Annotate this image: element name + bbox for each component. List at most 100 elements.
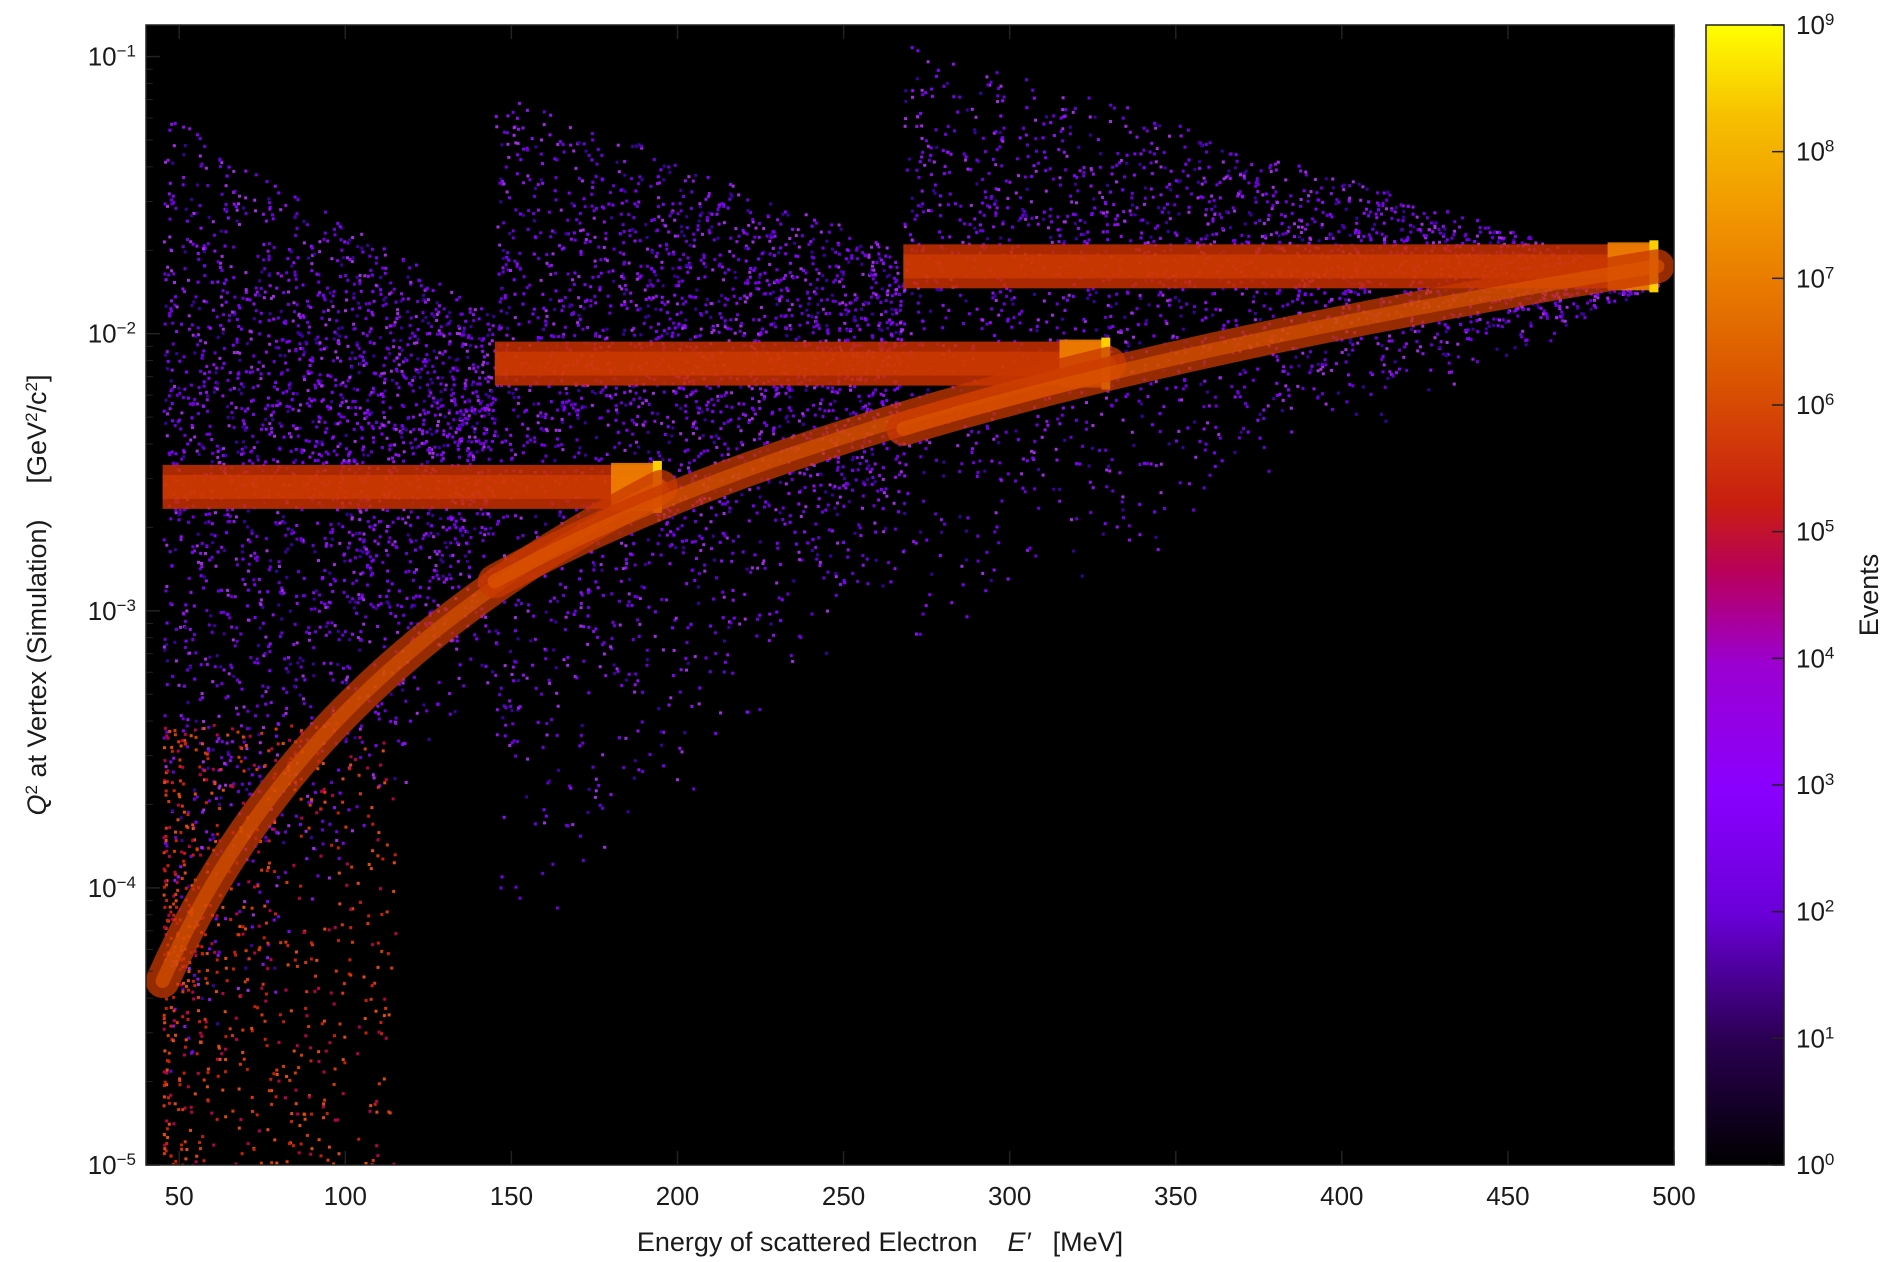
- scatter-point: [564, 585, 568, 589]
- scatter-point: [499, 886, 503, 890]
- scatter-point: [853, 385, 857, 389]
- scatter-point: [244, 196, 248, 200]
- scatter-point: [181, 717, 185, 721]
- scatter-point: [293, 216, 297, 220]
- scatter-point: [368, 330, 372, 334]
- scatter-point: [614, 404, 618, 408]
- scatter-point: [579, 252, 583, 256]
- scatter-point: [200, 444, 204, 448]
- scatter-point: [344, 433, 348, 437]
- scatter-point: [362, 824, 366, 827]
- scatter-point: [472, 319, 476, 323]
- scatter-point: [685, 239, 688, 243]
- scatter-point: [567, 784, 571, 788]
- scatter-point: [390, 582, 394, 586]
- scatter-point: [333, 579, 337, 583]
- scatter-point: [410, 540, 413, 544]
- scatter-point: [187, 967, 191, 971]
- scatter-point: [406, 626, 410, 630]
- scatter-point: [262, 726, 265, 730]
- scatter-point: [318, 341, 322, 345]
- scatter-point: [870, 268, 874, 272]
- scatter-point: [594, 789, 598, 793]
- scatter-point: [338, 791, 342, 795]
- scatter-point: [510, 709, 514, 713]
- scatter-point: [301, 314, 305, 318]
- scatter-point: [247, 569, 250, 573]
- scatter-point: [427, 321, 431, 325]
- scatter-point: [202, 244, 206, 248]
- scatter-point: [729, 327, 733, 331]
- scatter-point: [251, 398, 255, 402]
- scatter-point: [190, 416, 194, 420]
- scatter-point: [778, 563, 782, 566]
- scatter-point: [623, 173, 627, 177]
- scatter-point: [758, 273, 762, 276]
- scatter-point: [896, 271, 900, 275]
- scatter-point: [235, 318, 239, 321]
- scatter-point: [853, 293, 857, 297]
- scatter-point: [631, 145, 635, 148]
- scatter-point: [873, 521, 877, 525]
- scatter-point: [202, 575, 206, 579]
- scatter-point: [861, 494, 865, 498]
- scatter-point: [756, 486, 760, 490]
- scatter-point: [864, 404, 867, 408]
- scatter-point: [208, 512, 212, 516]
- scatter-point: [455, 332, 459, 335]
- scatter-point: [834, 572, 838, 576]
- scatter-point: [200, 996, 204, 1000]
- scatter-point: [786, 299, 790, 303]
- scatter-point: [198, 204, 202, 208]
- scatter-point: [603, 337, 607, 341]
- scatter-point: [425, 460, 429, 464]
- scatter-point: [439, 325, 443, 329]
- scatter-point: [274, 990, 278, 994]
- scatter-point: [505, 333, 509, 337]
- scatter-point: [901, 282, 905, 286]
- scatter-point: [676, 325, 680, 329]
- scatter-point: [179, 816, 183, 820]
- scatter-point: [902, 452, 906, 456]
- scatter-point: [422, 399, 426, 403]
- scatter-point: [361, 448, 365, 452]
- scatter-point: [289, 250, 293, 254]
- scatter-point: [232, 425, 236, 429]
- scatter-point: [894, 308, 898, 312]
- scatter-point: [642, 321, 646, 325]
- scatter-point: [741, 228, 745, 232]
- scatter-point: [248, 792, 252, 796]
- scatter-point: [276, 271, 280, 275]
- scatter-point: [246, 618, 250, 622]
- scatter-point: [487, 457, 491, 461]
- scatter-point: [894, 330, 898, 334]
- scatter-point: [590, 192, 594, 196]
- scatter-point: [232, 351, 236, 355]
- scatter-point: [268, 201, 271, 205]
- scatter-point: [356, 245, 360, 249]
- scatter-point: [891, 312, 895, 316]
- scatter-point: [348, 357, 352, 361]
- scatter-point: [620, 201, 624, 205]
- scatter-point: [389, 281, 393, 285]
- scatter-point: [864, 317, 868, 321]
- scatter-point: [409, 441, 413, 445]
- scatter-point: [455, 647, 459, 651]
- scatter-point: [544, 522, 547, 526]
- scatter-point: [708, 670, 712, 674]
- scatter-point: [422, 408, 426, 412]
- scatter-point: [656, 336, 660, 340]
- scatter-point: [851, 411, 855, 415]
- scatter-point: [799, 515, 803, 518]
- scatter-point: [506, 251, 510, 255]
- scatter-point: [485, 361, 489, 365]
- scatter-point: [859, 534, 863, 537]
- scatter-point: [217, 714, 221, 718]
- scatter-point: [713, 258, 717, 261]
- scatter-point: [317, 382, 321, 386]
- scatter-point: [730, 391, 733, 395]
- scatter-point: [317, 559, 320, 562]
- scatter-point: [397, 683, 401, 686]
- scatter-point: [164, 398, 168, 402]
- scatter-point: [675, 312, 679, 316]
